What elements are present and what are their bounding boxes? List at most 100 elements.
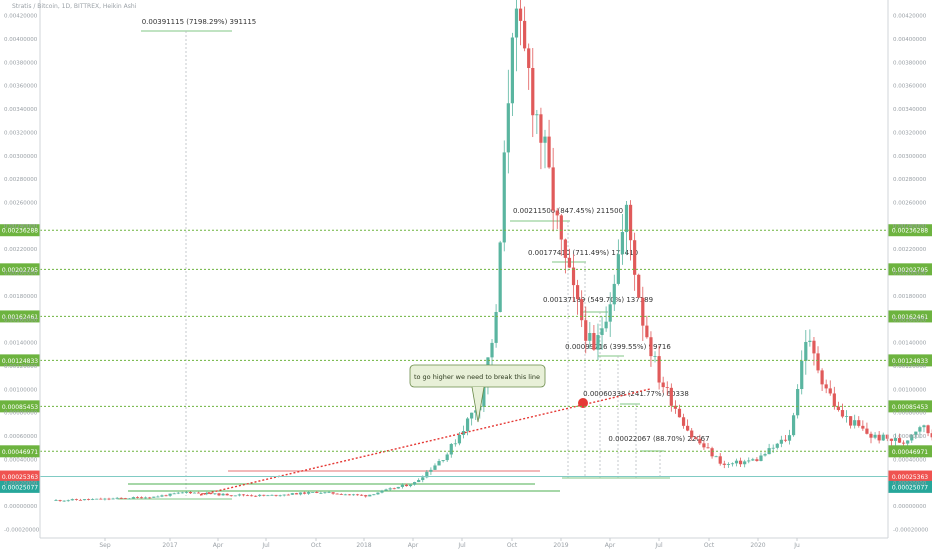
candle-body [54, 500, 58, 501]
candle-body [857, 420, 861, 426]
level-tag-right-text: 0.00202795 [892, 267, 928, 274]
x-tick-label: Oct [507, 542, 518, 549]
candle-body [763, 454, 767, 456]
candle-body [824, 384, 828, 389]
level-tag-left-text: 0.00085453 [2, 404, 38, 411]
candle-body [445, 454, 449, 461]
candle-body [286, 494, 290, 496]
candle-body [270, 494, 274, 496]
x-tick-label: 2020 [750, 542, 765, 549]
y-tick-label-left: 0.00420000 [4, 14, 38, 20]
x-tick-label: Jul [457, 542, 466, 549]
trendline-target-marker[interactable] [578, 398, 588, 408]
candle-body [804, 341, 808, 361]
x-tick-label: Apr [605, 542, 616, 549]
y-tick-label-right: 0.00400000 [893, 37, 927, 43]
candle-body [563, 239, 567, 258]
trendline[interactable] [199, 388, 651, 496]
current-price-tag-right [888, 470, 932, 483]
candle-body [547, 136, 551, 168]
y-tick-label-left: 0.00000000 [4, 504, 38, 510]
candle-body [751, 459, 755, 461]
candle-body [616, 254, 620, 284]
candle-body [164, 495, 168, 497]
candle-body [527, 48, 531, 68]
candle-body [906, 440, 910, 444]
candle-body [70, 499, 74, 501]
x-tick-label: 2019 [553, 542, 568, 549]
candle-body [192, 492, 197, 494]
level-tag-right-text: 0.00162461 [892, 314, 928, 321]
candle-body [152, 496, 156, 498]
candle-body [103, 498, 107, 500]
candle-body [282, 494, 286, 496]
candle-body [571, 267, 576, 286]
candle-body [902, 442, 906, 444]
candle-body [400, 484, 404, 487]
candle-body [307, 492, 311, 494]
candle-body [551, 167, 555, 211]
candle-body [596, 335, 600, 350]
candle-body [107, 498, 111, 500]
candle-body [881, 434, 885, 441]
candle-body [372, 494, 376, 496]
candle-body [918, 427, 922, 432]
candle-body [404, 484, 409, 487]
y-tick-label-left: 0.00220000 [4, 247, 38, 253]
candle-body [653, 356, 657, 357]
candle-body [87, 499, 91, 500]
candle-body [421, 477, 425, 481]
y-tick-label-right: 0.00220000 [893, 247, 927, 253]
candle-body [889, 438, 893, 441]
candle-body [144, 497, 148, 499]
x-tick-label: Oct [311, 542, 322, 549]
y-tick-label-left: 0.00240000 [4, 224, 38, 230]
level-tag-right [888, 400, 932, 413]
candle-body [339, 494, 343, 495]
measurement-label: 0.00177410 (711.49%) 177410 [528, 249, 638, 257]
candle-body [123, 498, 127, 499]
measurement-label: 0.00022067 (88.70%) 22067 [608, 435, 709, 443]
candle-body [205, 492, 209, 495]
level-tag-left [0, 310, 40, 323]
candle-body [755, 459, 759, 461]
low-price-tag-right-text: 0.00025077 [892, 484, 928, 491]
y-tick-label-right: 0.00360000 [893, 84, 927, 90]
candle-body [853, 420, 857, 426]
y-tick-label-left: 0.00020000 [4, 481, 38, 487]
candle-body [254, 495, 258, 497]
candle-body [111, 498, 115, 500]
y-tick-label-right: 0.00140000 [893, 341, 927, 347]
level-tag-left-text: 0.00236288 [2, 228, 38, 235]
candle-body [808, 340, 812, 342]
candle-body [127, 498, 131, 500]
candle-body [775, 443, 779, 448]
candle-body [429, 469, 433, 472]
x-tick-label: Apr [408, 542, 419, 549]
candle-body [392, 488, 396, 490]
candle-body [739, 460, 743, 465]
candle-body [844, 416, 849, 417]
candle-body [791, 415, 796, 436]
candle-body [217, 493, 221, 496]
y-tick-label-right: 0.00180000 [893, 294, 927, 300]
candle-body [433, 465, 437, 470]
y-tick-label-right: 0.00060000 [893, 434, 927, 440]
callout-text: to go higher we need to break this line [414, 373, 540, 381]
x-tick-label: 2018 [356, 542, 371, 549]
low-price-tag-left-text: 0.00025077 [2, 484, 38, 491]
candle-body [555, 210, 559, 216]
y-tick-label-right: 0.00120000 [893, 364, 927, 370]
candle-body [470, 412, 474, 419]
candle-body [66, 500, 70, 502]
candle-body [783, 439, 788, 441]
candle-body [180, 492, 184, 494]
y-tick-label-left: 0.00060000 [4, 434, 38, 440]
candle-body [241, 494, 246, 496]
candle-body [702, 443, 706, 448]
candle-body [99, 498, 103, 500]
candle-body [910, 434, 914, 441]
candle-body [734, 460, 739, 464]
